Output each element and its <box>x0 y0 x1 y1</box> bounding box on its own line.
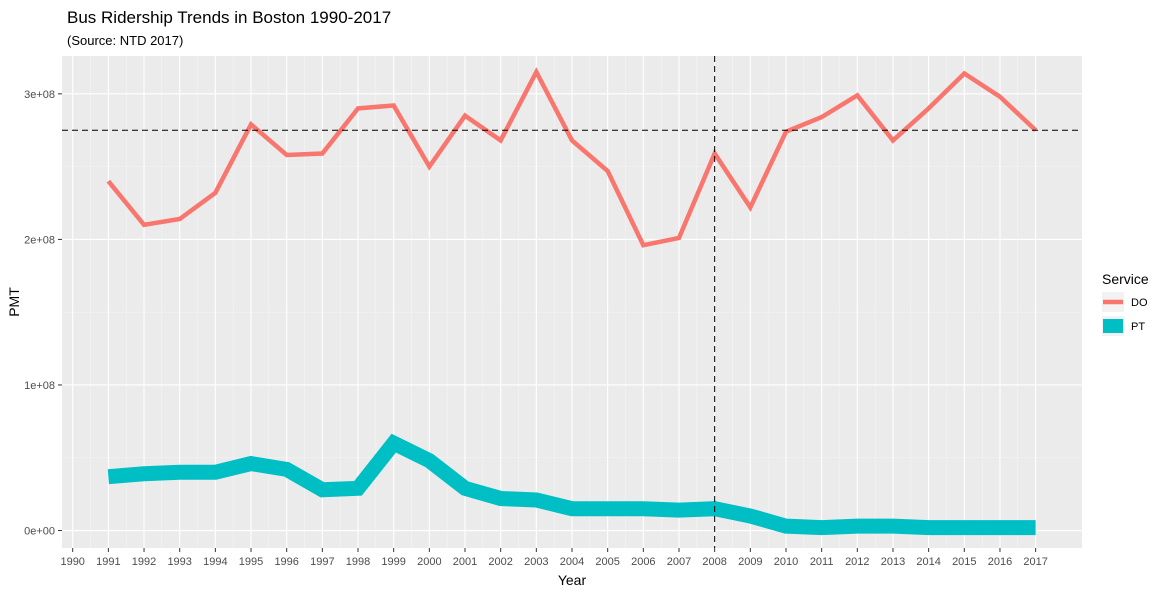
x-tick-label: 2013 <box>881 556 905 568</box>
y-tick-label: 1e+08 <box>24 380 55 392</box>
x-tick-label: 2005 <box>595 556 619 568</box>
x-axis: 1990 1991 1992 1993 1994 1995 1996 1997 1998 1999… <box>60 548 1048 568</box>
x-tick-label: 1993 <box>167 556 191 568</box>
x-tick-label: 2006 <box>631 556 655 568</box>
x-tick-label: 2000 <box>417 556 441 568</box>
y-axis: 0e+00 1e+08 2e+08 3e+08 <box>24 89 62 538</box>
reference-lines <box>62 56 1082 548</box>
x-tick-label: 2014 <box>916 556 940 568</box>
x-tick-label: 1991 <box>96 556 120 568</box>
legend-label-pt: PT <box>1131 321 1145 333</box>
x-tick-label: 1999 <box>381 556 405 568</box>
y-tick-label: 2e+08 <box>24 234 55 246</box>
legend: Service DO PT <box>1102 271 1149 336</box>
x-tick-label: 2003 <box>524 556 548 568</box>
x-tick-label: 1996 <box>274 556 298 568</box>
x-tick-label: 2016 <box>988 556 1012 568</box>
x-tick-label: 2007 <box>667 556 691 568</box>
legend-title: Service <box>1102 271 1149 287</box>
x-tick-label: 1992 <box>132 556 156 568</box>
y-tick-label: 0e+00 <box>24 526 55 538</box>
x-tick-label: 2010 <box>774 556 798 568</box>
x-tick-label: 1997 <box>310 556 334 568</box>
x-tick-label: 2002 <box>488 556 512 568</box>
x-tick-label: 2012 <box>845 556 869 568</box>
series-line-pt <box>107 433 1036 536</box>
x-tick-label: 1994 <box>203 556 227 568</box>
chart-subtitle: (Source: NTD 2017) <box>67 33 183 48</box>
x-tick-label: 2015 <box>952 556 976 568</box>
x-tick-label: 2004 <box>560 556 584 568</box>
y-axis-title: PMT <box>6 287 22 317</box>
x-tick-label: 1990 <box>60 556 84 568</box>
x-tick-label: 2009 <box>738 556 762 568</box>
x-tick-label: 2001 <box>453 556 477 568</box>
y-tick-label: 3e+08 <box>24 89 55 101</box>
series-line-do <box>106 67 1038 248</box>
legend-label-do: DO <box>1131 297 1148 309</box>
series-layer <box>106 67 1038 536</box>
x-tick-label: 2011 <box>810 556 834 568</box>
x-tick-label: 1998 <box>346 556 370 568</box>
x-tick-label: 2008 <box>702 556 726 568</box>
x-tick-label: 2017 <box>1023 556 1047 568</box>
chart-title: Bus Ridership Trends in Boston 1990-2017 <box>67 8 391 27</box>
x-axis-title: Year <box>558 572 587 588</box>
x-tick-label: 1995 <box>239 556 263 568</box>
